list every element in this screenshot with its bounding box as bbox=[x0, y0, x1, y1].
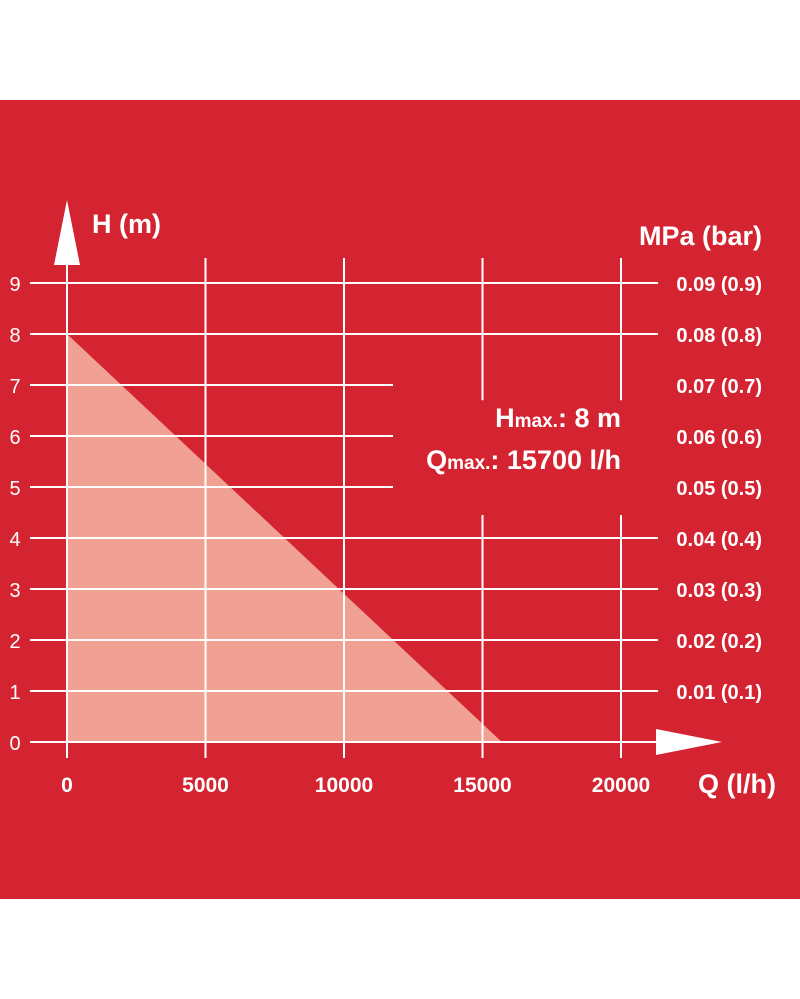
hmax-value: : 8 m bbox=[558, 403, 621, 433]
hmax-annotation: Hmax.: 8 m bbox=[495, 403, 621, 433]
y-tick-label-0: 0 bbox=[9, 733, 20, 755]
y-tick-label-9: 9 bbox=[9, 274, 20, 296]
x-tick-label-5000: 5000 bbox=[182, 774, 229, 797]
qmax-symbol: Q bbox=[426, 445, 447, 475]
qmax-annotation: Qmax.: 15700 l/h bbox=[426, 445, 621, 475]
y-tick-label-7: 7 bbox=[9, 376, 20, 398]
y2-tick-label-5: 0.05 (0.5) bbox=[676, 478, 762, 500]
qmax-subscript: max. bbox=[447, 453, 490, 474]
y2-tick-label-8: 0.08 (0.8) bbox=[676, 325, 762, 347]
y2-axis-label: MPa (bar) bbox=[639, 221, 762, 251]
chart-panel: 0 1 2 3 4 5 6 7 8 9 0.01 (0.1) 0.02 (0.2) 0.03 (0.3)… bbox=[0, 100, 800, 899]
performance-chart: 0 1 2 3 4 5 6 7 8 9 0.01 (0.1) 0.02 (0.2) 0.03 (0.3)… bbox=[0, 100, 800, 899]
y-tick-label-2: 2 bbox=[9, 631, 20, 653]
y2-tick-label-1: 0.01 (0.1) bbox=[676, 682, 762, 704]
y2-tick-label-3: 0.03 (0.3) bbox=[676, 580, 762, 602]
y2-tick-label-2: 0.02 (0.2) bbox=[676, 631, 762, 653]
y2-tick-label-4: 0.04 (0.4) bbox=[676, 529, 762, 551]
x-tick-label-15000: 15000 bbox=[453, 774, 511, 797]
y-axis-label: H (m) bbox=[92, 209, 161, 239]
y2-tick-label-9: 0.09 (0.9) bbox=[676, 274, 762, 296]
y-tick-label-3: 3 bbox=[9, 580, 20, 602]
x-axis-arrow-icon bbox=[656, 729, 722, 755]
qmax-value: : 15700 l/h bbox=[490, 445, 621, 475]
y-tick-label-8: 8 bbox=[9, 325, 20, 347]
y-tick-label-5: 5 bbox=[9, 478, 20, 500]
hmax-symbol: H bbox=[495, 403, 515, 433]
y2-tick-label-6: 0.06 (0.6) bbox=[676, 427, 762, 449]
x-tick-label-20000: 20000 bbox=[592, 774, 650, 797]
y-axis-arrow-icon bbox=[54, 200, 80, 265]
hmax-subscript: max. bbox=[515, 411, 558, 432]
y-tick-label-4: 4 bbox=[9, 529, 20, 551]
x-axis-label: Q (l/h) bbox=[698, 769, 776, 799]
x-tick-label-10000: 10000 bbox=[315, 774, 373, 797]
y2-tick-label-7: 0.07 (0.7) bbox=[676, 376, 762, 398]
y-tick-label-1: 1 bbox=[9, 682, 20, 704]
y-tick-label-6: 6 bbox=[9, 427, 20, 449]
x-tick-label-0: 0 bbox=[61, 774, 73, 797]
